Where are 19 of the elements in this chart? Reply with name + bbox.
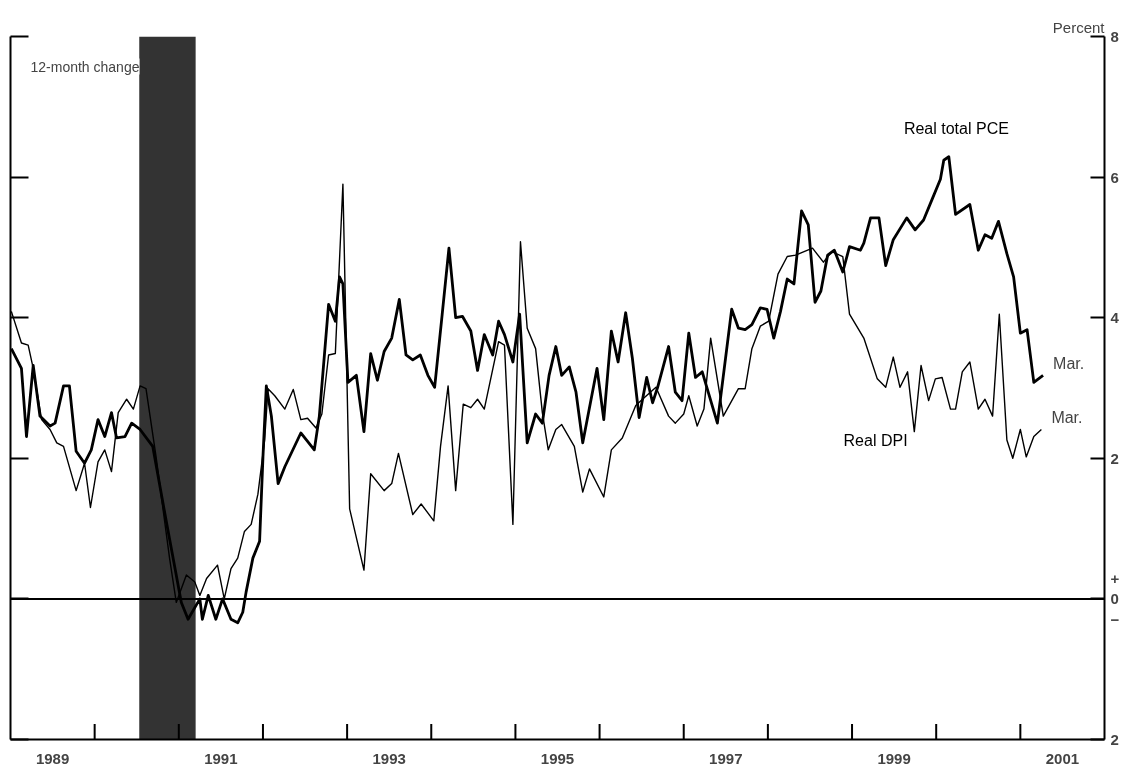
- x-tick-label: 1989: [35, 749, 70, 766]
- series-label: Real total PCE: [903, 120, 1009, 138]
- y-tick-label: 2: [1110, 731, 1119, 748]
- x-tick-label: 2001: [1045, 749, 1080, 766]
- x-tick-label: 1997: [709, 749, 743, 766]
- annotation: 12-month change: [30, 58, 140, 75]
- y-tick-label: 6: [1110, 168, 1119, 186]
- y-tick-label: 2: [1110, 449, 1119, 467]
- x-tick-label: 1993: [372, 749, 406, 766]
- x-tick-label: 1999: [877, 749, 911, 766]
- annotation: Mar.: [1053, 354, 1085, 372]
- x-tick-label: 1991: [204, 749, 238, 766]
- y-tick-label: 4: [1110, 309, 1120, 327]
- x-tick-label: 1995: [540, 749, 575, 766]
- y-tick-label: 8: [1110, 28, 1119, 45]
- y-axis-title: Percent: [1052, 18, 1106, 36]
- series-label: Real DPI: [843, 432, 908, 450]
- annotation: Mar.: [1051, 408, 1083, 426]
- y-tick-label: + 0 −: [1110, 570, 1120, 628]
